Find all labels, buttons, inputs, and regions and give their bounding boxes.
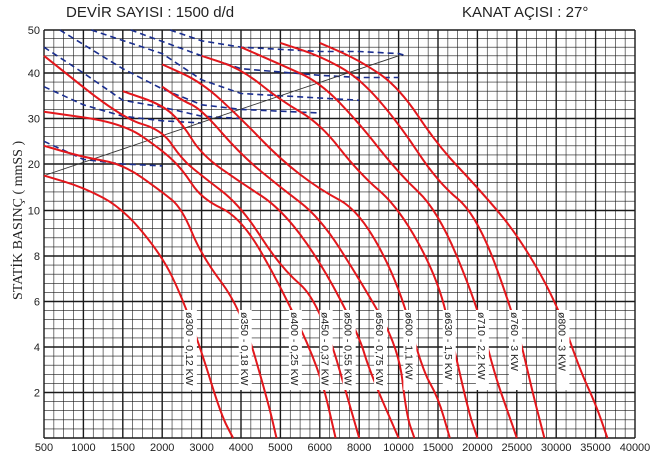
reference-line (43, 55, 399, 177)
speed-header: DEVİR SAYISI : 1500 d/d (66, 4, 235, 21)
curve-label-bg (183, 310, 197, 390)
curve-label-bg (374, 310, 388, 390)
x-tick-label: 1500 (111, 442, 135, 454)
x-tick-label: 40000 (620, 442, 651, 454)
dashed-curve (169, 29, 407, 57)
x-tick-label: 3000 (189, 442, 213, 454)
y-tick-label: 30 (28, 114, 40, 126)
dashed-curve (59, 29, 320, 114)
curve-label-bg (342, 310, 356, 390)
y-tick-labels: 2 4 6 8 10 20 30 40 50 (28, 25, 40, 400)
curve-label: ø560 - 0,75 KW (373, 312, 385, 386)
performance-curve (319, 41, 609, 439)
curve-label-bg (288, 310, 302, 390)
x-tick-label: 35000 (580, 442, 611, 454)
curve-label: ø500 - 0,55 KW (342, 312, 354, 386)
x-tick-label: 1000 (71, 442, 95, 454)
curve-label-bg (319, 310, 333, 390)
curve-label-bg (442, 310, 456, 390)
y-tick-label: 20 (28, 159, 40, 171)
y-axis-label: STATİK BASINÇ ( mmSS ) (10, 141, 26, 300)
angle-header: KANAT AÇISI : 27° (462, 4, 589, 21)
curve-labels: ø300 - 0,12 KW ø350 - 0,18 KW ø400 - 0,25 … (183, 310, 570, 390)
performance-curve (161, 63, 451, 439)
reference-line-group (43, 55, 399, 177)
performance-curve (240, 46, 518, 439)
y-tick-label: 2 (34, 388, 40, 400)
curve-label-bg (556, 310, 570, 390)
curve-label: ø400 - 0,25 KW (288, 312, 300, 386)
x-tick-label: 8000 (347, 442, 371, 454)
x-tick-label: 25000 (502, 442, 533, 454)
x-tick-label: 20000 (462, 442, 493, 454)
y-tick-label: 6 (34, 297, 40, 309)
x-tick-label: 30000 (541, 442, 572, 454)
curve-label-bg (475, 310, 489, 390)
curve-label: ø760 - 3 KW (508, 312, 520, 371)
minor-grid (44, 30, 635, 438)
x-tick-label: 2000 (150, 442, 174, 454)
x-tick-label: 5000 (268, 442, 292, 454)
y-tick-label: 4 (34, 342, 40, 354)
curve-label-bg (403, 310, 417, 390)
curve-label: ø800 - 3 KW (555, 312, 567, 371)
performance-curve (122, 90, 400, 439)
curve-label: ø710 - 2,2 KW (475, 312, 487, 380)
curve-label: ø630 - 1,5 KW (442, 312, 454, 380)
curve-label: ø600 - 1,1 KW (402, 312, 414, 380)
curve-label-bg (238, 310, 252, 390)
y-tick-label: 40 (28, 68, 40, 80)
curve-label: ø450 - 0,37 KW (319, 312, 331, 386)
dashed-curve (91, 29, 360, 102)
x-tick-labels: 500 1000 1500 2000 3000 4000 5000 6000 8000 10000… (35, 442, 650, 454)
x-tick-label: 500 (35, 442, 53, 454)
performance-curve (43, 174, 234, 439)
performance-curve (161, 85, 416, 439)
curve-label: ø300 - 0,12 KW (183, 312, 195, 386)
y-tick-label: 8 (34, 251, 40, 263)
curve-label: ø350 - 0,18 KW (238, 312, 250, 386)
curve-label-bg (508, 310, 522, 390)
major-grid (43, 29, 636, 439)
dashed-curve (43, 140, 163, 167)
performance-curve (43, 144, 278, 439)
x-tick-label: 15000 (423, 442, 454, 454)
dashed-curve (130, 29, 399, 79)
x-tick-label: 6000 (308, 442, 332, 454)
performance-curve (43, 55, 361, 439)
y-tick-label: 10 (28, 206, 40, 218)
x-tick-label: 4000 (229, 442, 253, 454)
y-tick-label: 50 (28, 25, 40, 37)
x-tick-label: 10000 (383, 442, 414, 454)
